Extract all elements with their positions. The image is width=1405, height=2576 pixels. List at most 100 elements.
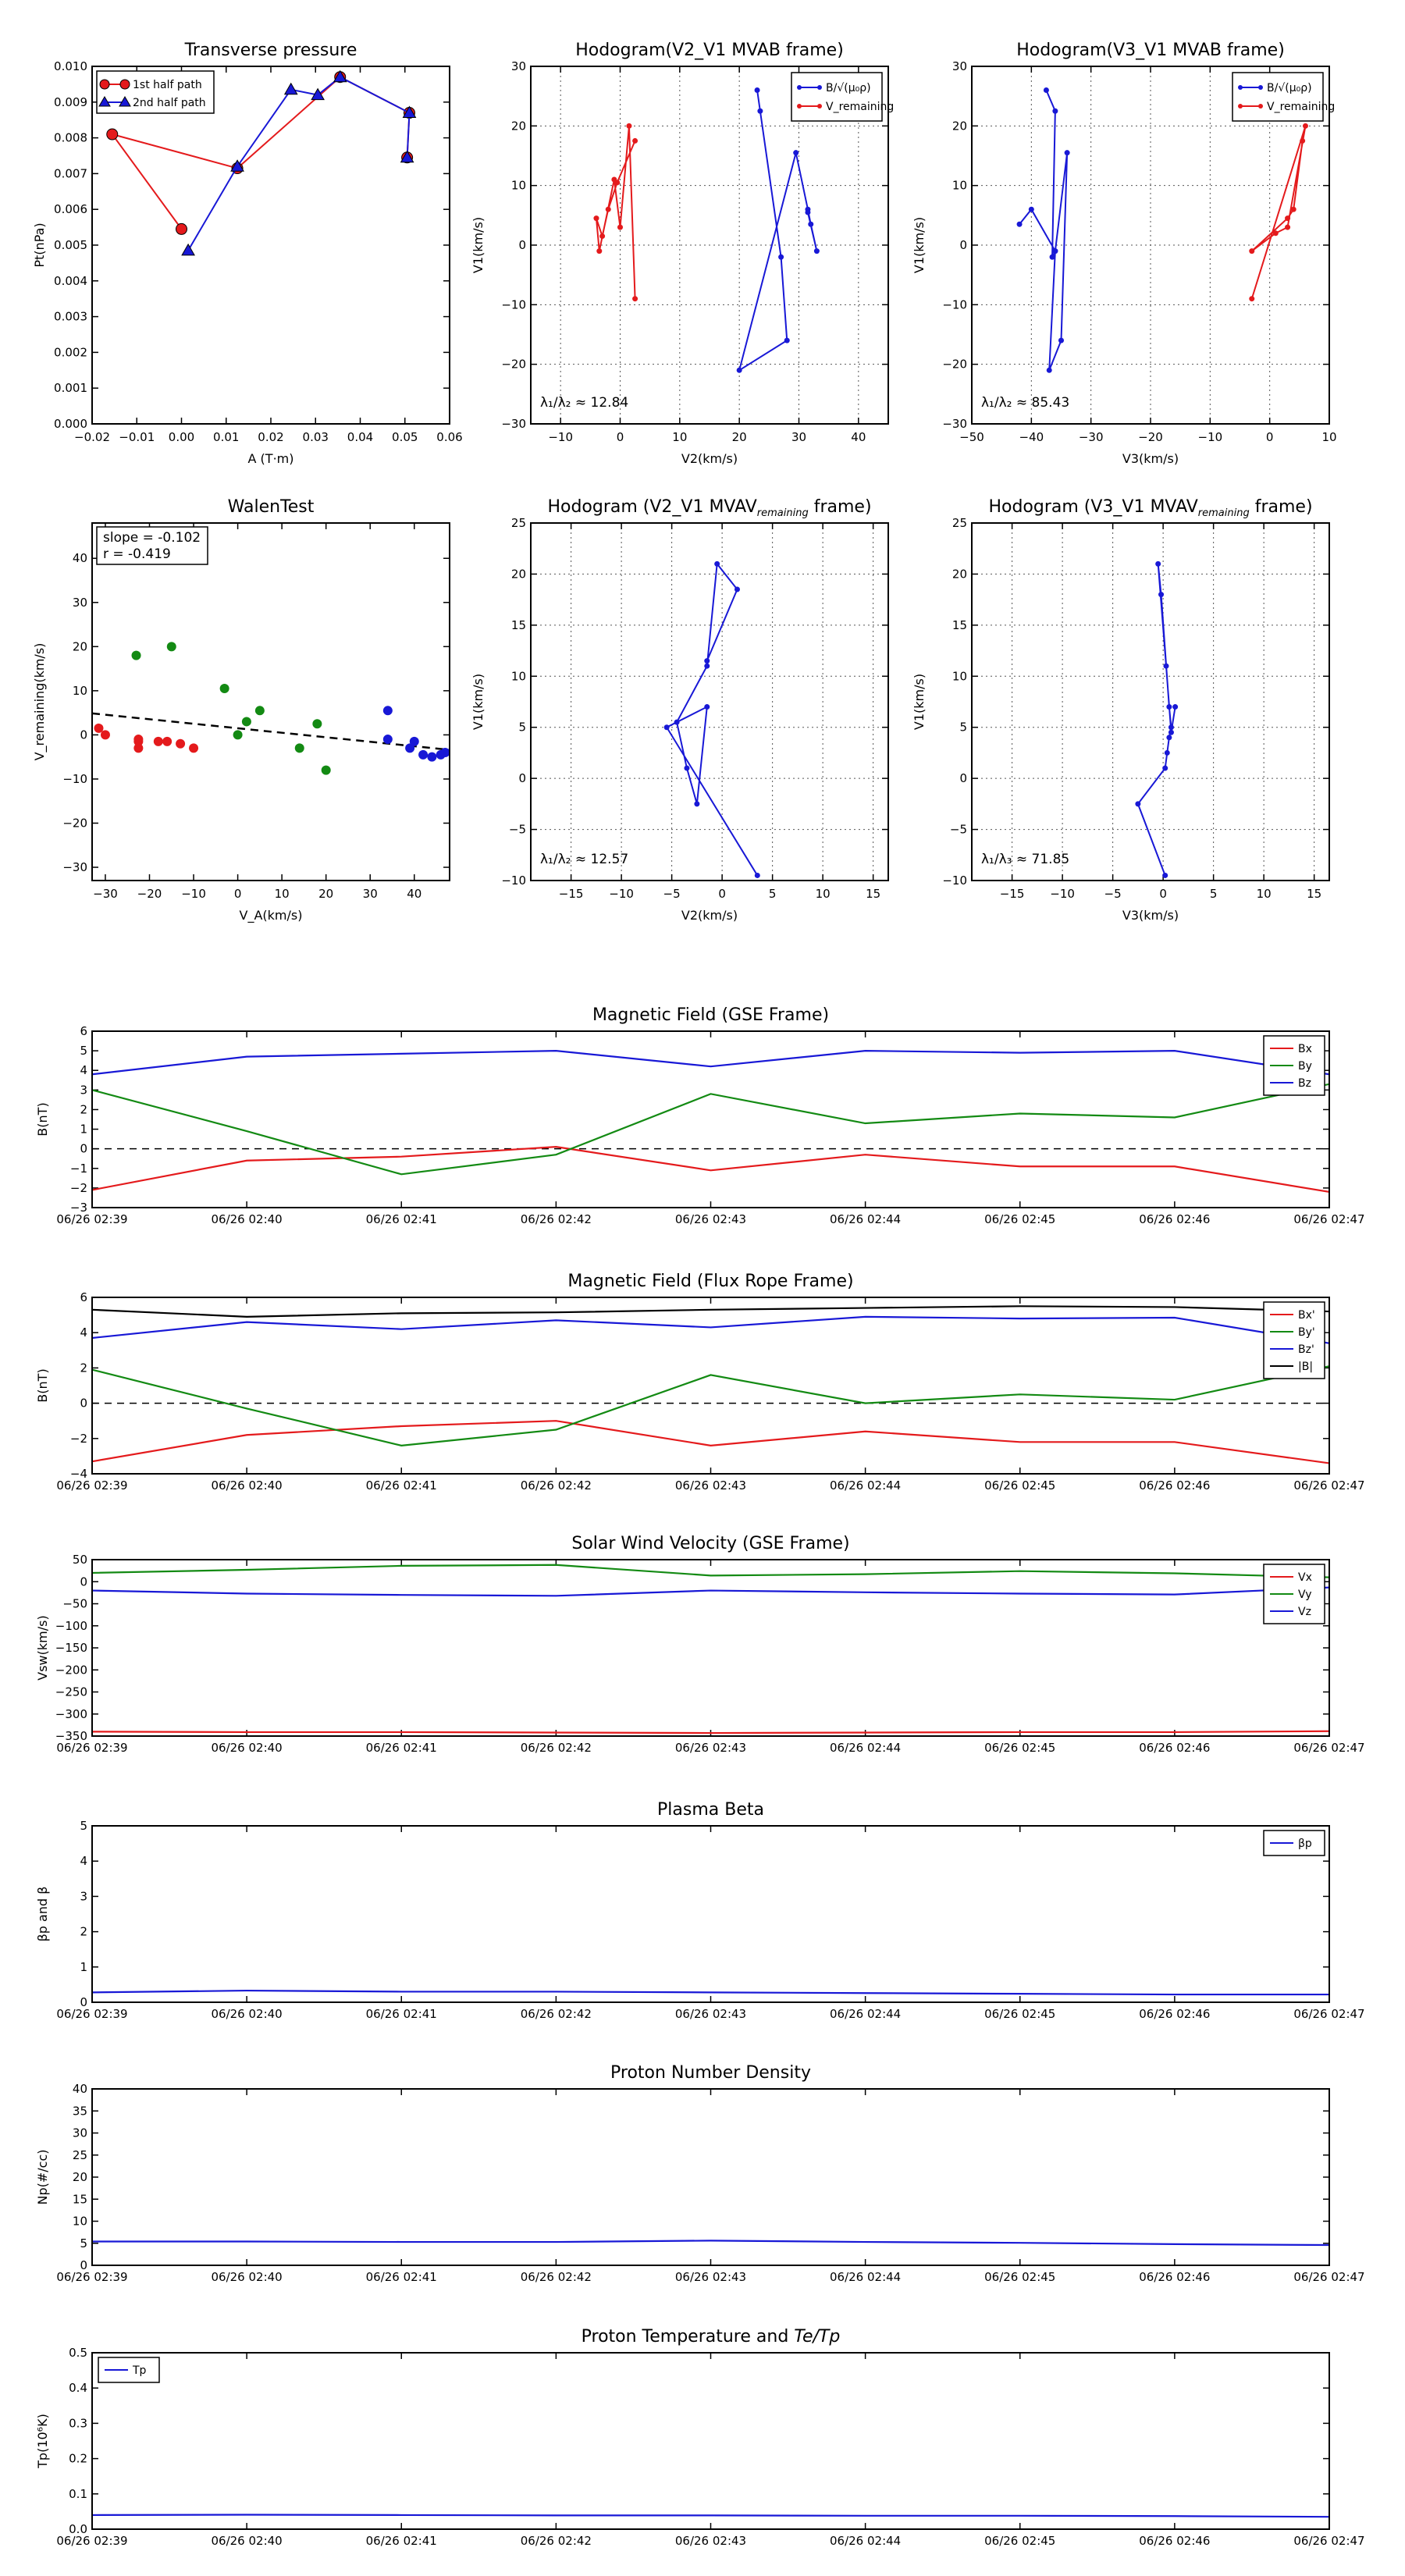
- data-point: [133, 735, 144, 745]
- data-point: [400, 150, 414, 163]
- y-tick-label: 0.3: [69, 2416, 87, 2430]
- data-point: [593, 215, 599, 222]
- data-point: [784, 337, 790, 343]
- data-point: [757, 108, 763, 114]
- data-point: [1049, 254, 1055, 260]
- chart-mag_field_fr: −4 −2 0 2 4 6 06/26 02:39 06/26 02:40 06/26 02:4…: [35, 1272, 1365, 1493]
- y-tick-label: 5: [518, 720, 526, 735]
- y-tick-label: −4: [70, 1467, 87, 1481]
- y-tick-label: 0.2: [69, 2452, 87, 2466]
- x-tick-label: 40: [407, 887, 422, 901]
- chart-title: Proton Number Density: [610, 2063, 811, 2083]
- y-tick-label: −2: [70, 1181, 87, 1195]
- x-axis-label: V3(km/s): [1122, 451, 1179, 466]
- time-tick-label: 06/26 02:39: [56, 1741, 127, 1755]
- data-point: [294, 743, 304, 753]
- data-point: [100, 730, 110, 740]
- time-tick-label: 06/26 02:41: [366, 2534, 437, 2548]
- data-point: [1058, 337, 1064, 343]
- series-line-Bz: [92, 1050, 1329, 1076]
- y-tick-label: 0.001: [54, 381, 87, 395]
- x-axis-label: V3(km/s): [1122, 908, 1179, 923]
- y-tick-label: 0.0: [69, 2522, 87, 2536]
- plot-area: [593, 87, 820, 373]
- axes-frame: [91, 1825, 1330, 2003]
- series-line-B/√(μ₀ρ): [1019, 90, 1069, 371]
- time-tick-label: 06/26 02:39: [56, 2270, 127, 2284]
- y-axis-label: B(nT): [35, 1368, 50, 1402]
- x-tick-label: −5: [1104, 887, 1122, 901]
- data-point: [133, 743, 144, 753]
- x-tick-label: 0.03: [303, 430, 329, 444]
- legend: [96, 70, 215, 114]
- stats-box: [96, 526, 208, 565]
- x-tick-label: 0.02: [258, 430, 283, 444]
- axes-frame: [91, 2088, 1330, 2266]
- legend-marker: [1238, 104, 1243, 109]
- legend-label: Bz: [1298, 1077, 1311, 1090]
- series-line-V_remaining: [665, 561, 759, 876]
- data-point: [312, 719, 322, 729]
- y-tick-label: 20: [952, 119, 967, 133]
- legend-label: Bx': [1298, 1309, 1315, 1322]
- y-tick-label: 0: [80, 1142, 87, 1156]
- chart-hodogram_v3v1_mvav: −15 −10 −5 0 5 10 15 −10 −5 0 5 10 15 20 25 Hodogram (V…: [912, 497, 1330, 923]
- chart-title-end: frame): [1250, 497, 1313, 517]
- y-tick-label: 1: [80, 1960, 87, 1974]
- data-point: [736, 367, 742, 373]
- x-tick-label: 20: [732, 430, 747, 444]
- x-tick-label: 0.00: [169, 430, 194, 444]
- data-point: [402, 105, 417, 119]
- plot-area: [92, 1050, 1329, 1193]
- y-tick-label: 0: [80, 1574, 87, 1589]
- chart-proton_density: 0 5 10 15 20 25 30 35 40 06/26 02:39 06/26 02:40 06…: [35, 2063, 1365, 2284]
- data-point: [793, 150, 799, 156]
- x-tick-label: −40: [1019, 430, 1044, 444]
- y-tick-label: −5: [509, 823, 526, 837]
- time-tick-label: 06/26 02:44: [830, 2270, 901, 2284]
- time-tick-label: 06/26 02:46: [1139, 1478, 1210, 1493]
- y-axis-label: βp and β: [35, 1887, 50, 1942]
- data-point: [1155, 560, 1161, 567]
- time-tick-label: 06/26 02:45: [984, 2534, 1055, 2548]
- time-tick-label: 06/26 02:42: [521, 2270, 592, 2284]
- time-tick-label: 06/26 02:47: [1293, 1478, 1364, 1493]
- data-point: [1300, 137, 1306, 144]
- time-tick-label: 06/26 02:40: [212, 2534, 283, 2548]
- y-tick-label: 30: [952, 59, 967, 73]
- x-tick-label: 5: [769, 887, 777, 901]
- time-tick-label: 06/26 02:43: [675, 1741, 746, 1755]
- x-tick-label: 30: [791, 430, 806, 444]
- time-tick-label: 06/26 02:46: [1139, 1741, 1210, 1755]
- chart-title: Magnetic Field (Flux Rope Frame): [567, 1272, 853, 1291]
- legend-marker: [1258, 104, 1263, 109]
- data-point: [632, 296, 638, 302]
- time-tick-label: 06/26 02:42: [521, 2007, 592, 2021]
- y-tick-label: 15: [73, 2192, 87, 2206]
- time-tick-label: 06/26 02:46: [1139, 2270, 1210, 2284]
- y-tick-label: 0.5: [69, 2346, 87, 2360]
- time-tick-label: 06/26 02:41: [366, 2007, 437, 2021]
- data-point: [663, 724, 670, 731]
- y-tick-label: 35: [73, 2104, 87, 2118]
- stats-line: slope = -0.102: [103, 530, 201, 546]
- legend-marker: [98, 96, 111, 107]
- data-point: [614, 180, 621, 186]
- fit-line: [92, 712, 450, 751]
- y-tick-label: 0.1: [69, 2487, 87, 2501]
- y-tick-label: −20: [501, 358, 526, 372]
- plot-area: [1016, 87, 1308, 373]
- axes-frame: [530, 66, 889, 425]
- legend: [1263, 1564, 1325, 1624]
- y-tick-label: 0.4: [69, 2381, 87, 2395]
- data-point: [605, 206, 611, 212]
- y-tick-label: 30: [73, 596, 87, 610]
- y-tick-label: 10: [511, 179, 526, 193]
- data-point: [1285, 215, 1291, 222]
- plot-area: [92, 1305, 1329, 1464]
- axes-frame: [91, 2352, 1330, 2530]
- x-tick-label: −15: [1000, 887, 1025, 901]
- ratio-annotation: λ₁/λ₂ ≈ 85.43: [981, 395, 1069, 411]
- x-tick-label: −5: [663, 887, 681, 901]
- time-tick-label: 06/26 02:44: [830, 2007, 901, 2021]
